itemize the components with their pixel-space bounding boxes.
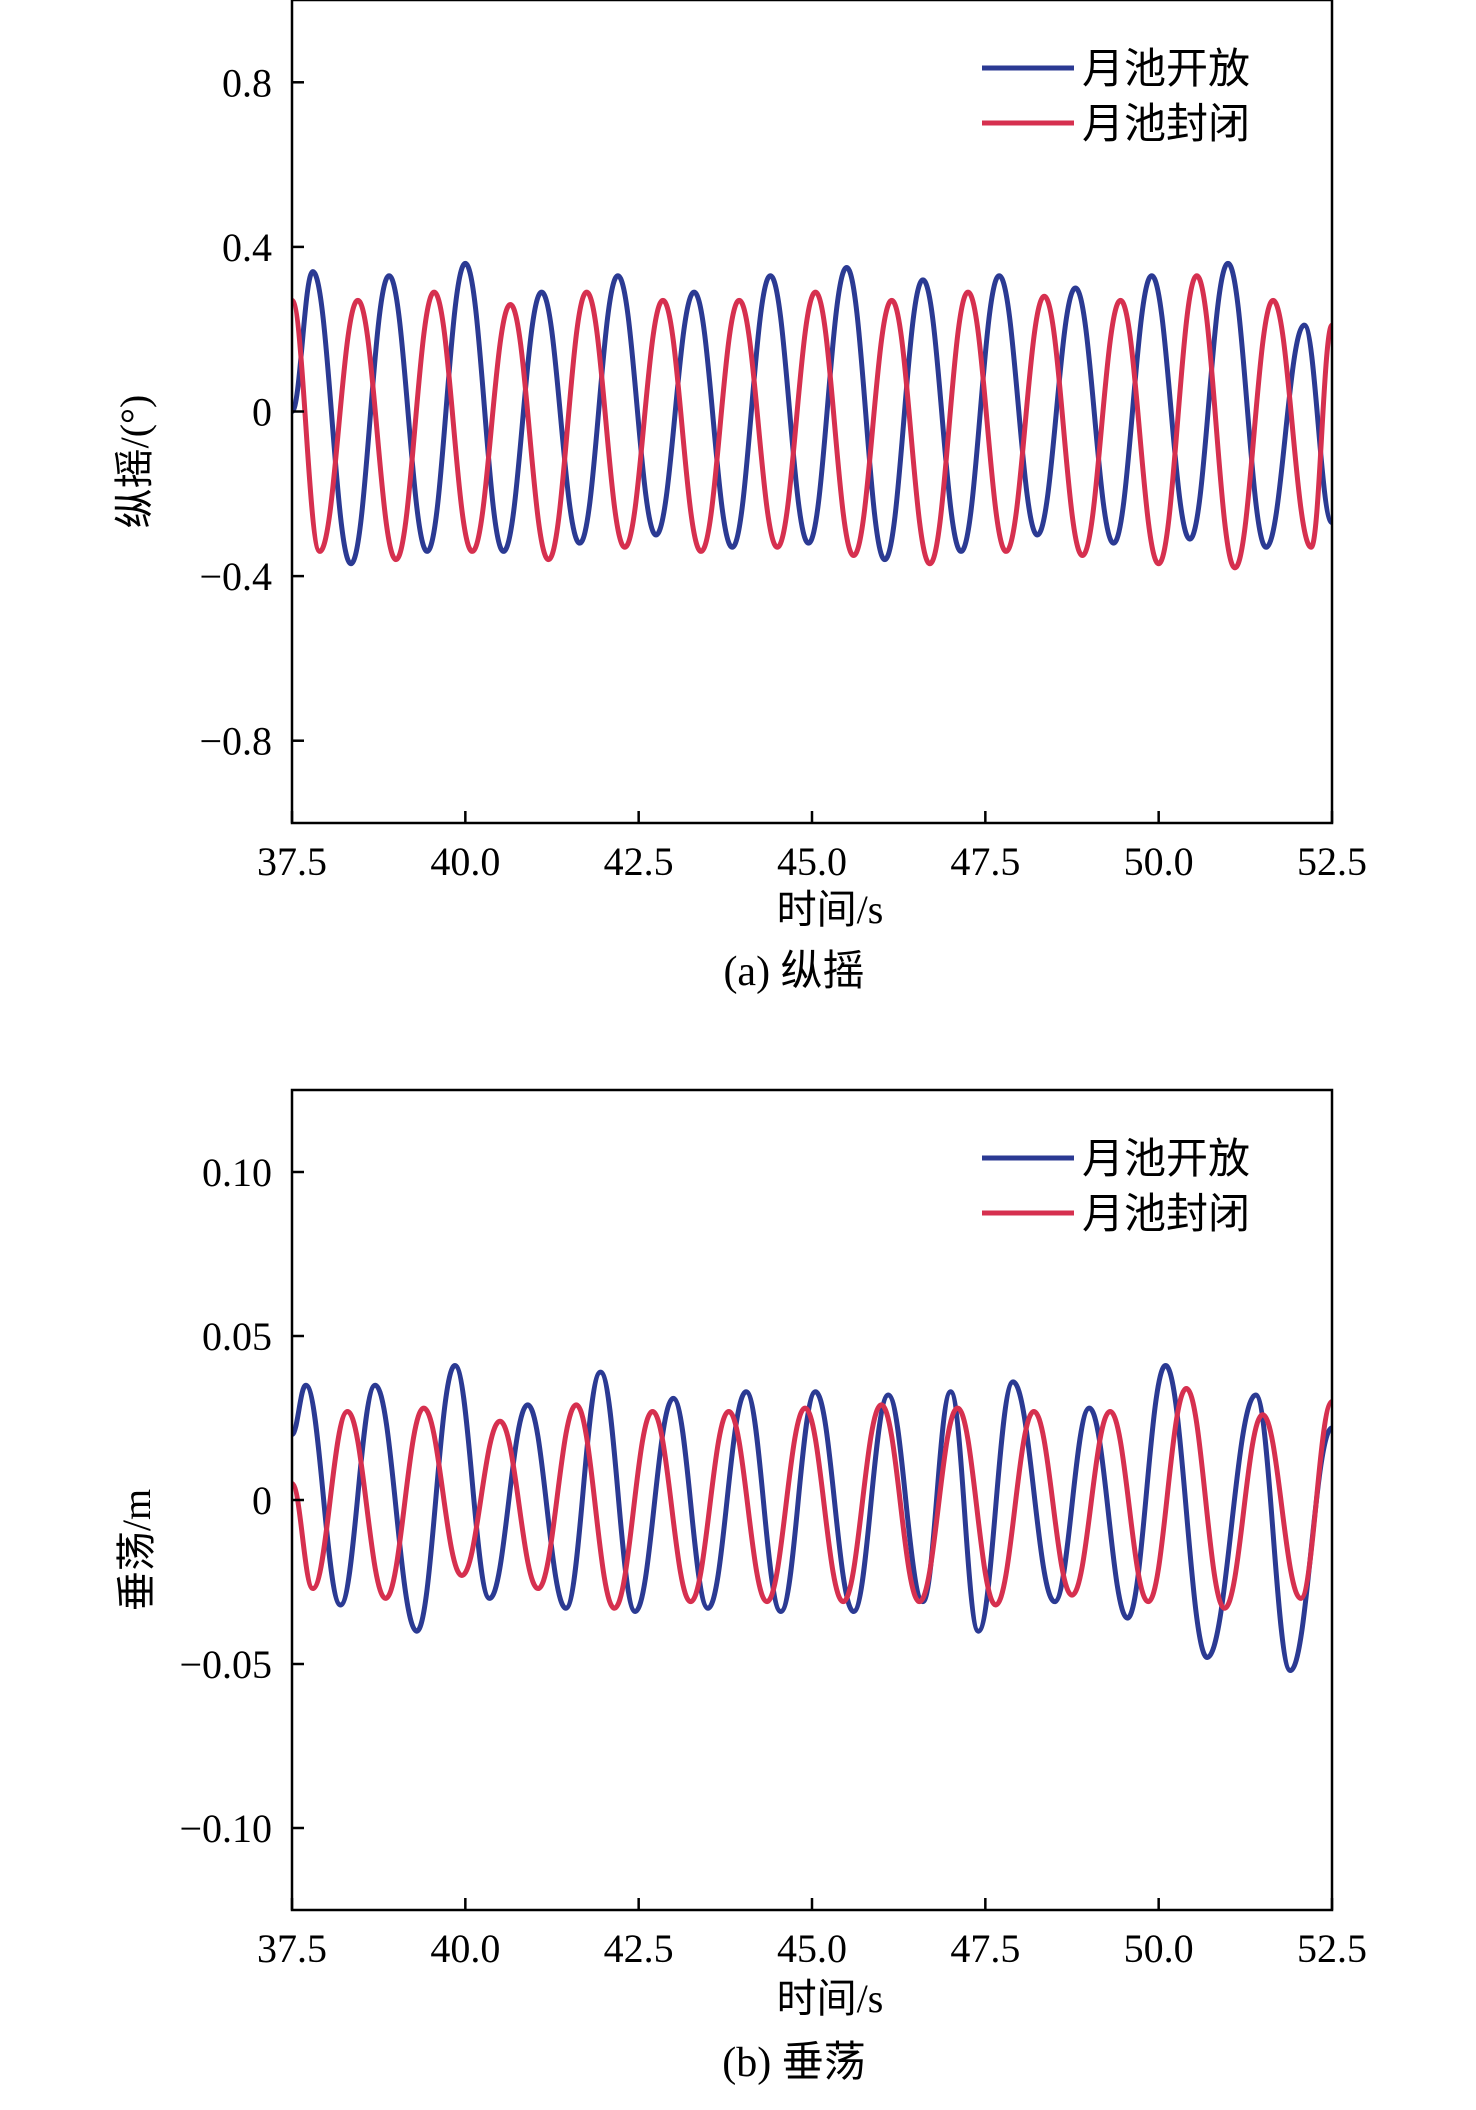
series-line-1 [292,260,1332,567]
series-line-2 [292,1385,1332,1611]
legend-label-1: 月池开放 [1082,1137,1250,1183]
x-axis-label: 时间/s [777,1976,884,2021]
x-tick-label: 45.0 [777,839,847,884]
x-tick-label: 47.5 [950,1926,1020,1971]
y-tick-label: 0 [252,1478,272,1523]
plot-area [292,260,1332,571]
y-axis-label: 垂荡/m [114,1489,159,1611]
legend-label-2: 月池封闭 [1082,102,1250,148]
x-tick-label: 52.5 [1297,839,1367,884]
y-tick-label: 0.10 [202,1150,272,1195]
y-tick-label: 0 [252,390,272,435]
y-tick-label: −0.10 [179,1806,272,1851]
x-tick-label: 50.0 [1124,839,1194,884]
x-tick-label: 40.0 [430,839,500,884]
x-tick-label: 45.0 [777,1926,847,1971]
series-line-2 [292,273,1332,571]
y-tick-label: 0.05 [202,1314,272,1359]
x-tick-label: 37.5 [257,839,327,884]
y-tick-label: −0.05 [179,1642,272,1687]
y-tick-label: 0.8 [222,60,272,105]
x-tick-label: 42.5 [604,1926,674,1971]
x-tick-label: 47.5 [950,839,1020,884]
y-axis-label: 纵摇/(°) [112,395,157,529]
panel-caption: (b) 垂荡 [722,2040,865,2086]
series-line-1 [292,1363,1332,1674]
plot-area [292,1363,1332,1674]
x-tick-label: 37.5 [257,1926,327,1971]
panel-heave: 37.5 40.0 42.5 45.0 47.5 50.0 52.5 0.10 0.05 0 −0.… [114,1088,1367,2086]
y-tick-label: −0.8 [199,719,272,764]
x-tick-label: 52.5 [1297,1926,1367,1971]
x-tick-label: 50.0 [1124,1926,1194,1971]
x-tick-label: 40.0 [430,1926,500,1971]
y-tick-label: 0.4 [222,225,272,270]
y-tick-label: −0.4 [199,554,272,599]
x-tick-label: 42.5 [604,839,674,884]
panel-pitch: 37.5 40.0 42.5 45.0 47.5 50.0 52.5 0.8 0.4 0 −0.4 −… [112,0,1367,995]
legend-label-1: 月池开放 [1082,47,1250,93]
panel-caption: (a) 纵摇 [723,949,864,995]
legend-label-2: 月池封闭 [1082,1192,1250,1238]
x-axis-label: 时间/s [777,887,884,932]
